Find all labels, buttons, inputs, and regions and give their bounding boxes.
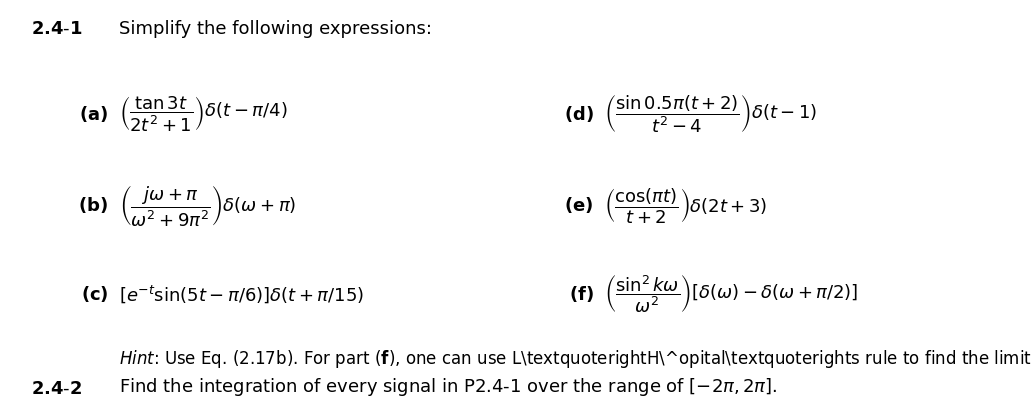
Text: $\left(\dfrac{\cos(\pi t)}{t+2}\right)\delta(2t+3)$: $\left(\dfrac{\cos(\pi t)}{t+2}\right)\d… [604,185,767,224]
Text: $\mathbf{(e)}$: $\mathbf{(e)}$ [565,194,593,215]
Text: $\bf{2.4\text{-}2}$: $\bf{2.4\text{-}2}$ [31,379,83,397]
Text: $\mathbf{(c)}$: $\mathbf{(c)}$ [80,284,108,304]
Text: $\mathit{Hint}$: Use Eq. (2.17b). For part ($\mathbf{f}$), one can use L\textquo: $\mathit{Hint}$: Use Eq. (2.17b). For pa… [119,347,1032,369]
Text: $\bf{2.4\text{-}1}$: $\bf{2.4\text{-}1}$ [31,20,83,38]
Text: Simplify the following expressions:: Simplify the following expressions: [119,20,431,38]
Text: $\left(\dfrac{\tan 3t}{2t^2+1}\right)\delta(t-\pi/4)$: $\left(\dfrac{\tan 3t}{2t^2+1}\right)\de… [119,94,287,133]
Text: $\mathbf{(d)}$: $\mathbf{(d)}$ [563,103,593,124]
Text: $\left(\dfrac{\sin^2 k\omega}{\omega^2}\right)\left[\delta(\omega)-\delta(\omega: $\left(\dfrac{\sin^2 k\omega}{\omega^2}\… [604,273,858,315]
Text: $\mathbf{(f)}$: $\mathbf{(f)}$ [569,284,593,304]
Text: $\left(\dfrac{\sin 0.5\pi(t+2)}{t^2-4}\right)\delta(t-1)$: $\left(\dfrac{\sin 0.5\pi(t+2)}{t^2-4}\r… [604,93,817,134]
Text: $\left(\dfrac{j\omega+\pi}{\omega^2+9\pi^2}\right)\delta(\omega+\pi)$: $\left(\dfrac{j\omega+\pi}{\omega^2+9\pi… [119,182,296,227]
Text: Find the integration of every signal in P2.4-1 over the range of $[-2\pi,2\pi]$.: Find the integration of every signal in … [119,375,777,397]
Text: $\mathbf{(b)}$: $\mathbf{(b)}$ [78,194,108,215]
Text: $\left[e^{-t}\sin(5t-\pi/6)\right]\delta(t+\pi/15)$: $\left[e^{-t}\sin(5t-\pi/6)\right]\delta… [119,283,364,305]
Text: $\mathbf{(a)}$: $\mathbf{(a)}$ [79,103,108,124]
